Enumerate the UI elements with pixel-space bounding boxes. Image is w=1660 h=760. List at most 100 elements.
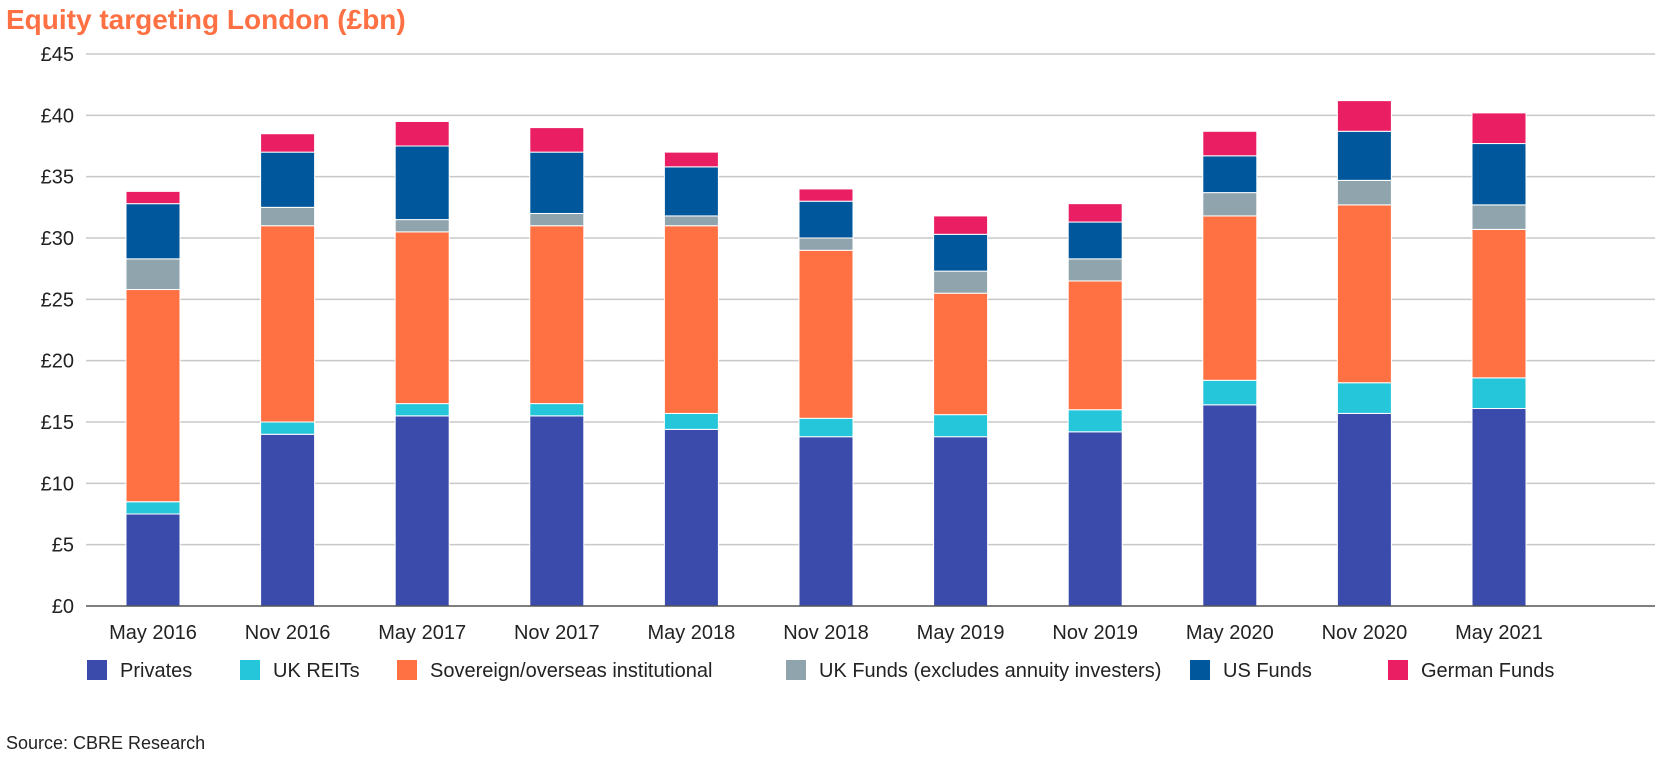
x-tick-label: May 2021 [1455,622,1543,644]
legend-label: UK REITs [273,660,360,682]
bar-segment [1336,204,1392,384]
bar-segment [1336,179,1392,206]
bar-segment [663,151,719,168]
bar-segment [933,292,989,416]
bar-segment [125,190,181,205]
bar-segment [260,151,316,208]
bar-segment [260,206,316,227]
bar-segment [529,415,585,607]
x-tick-label: May 2016 [109,622,197,644]
bar-segment [529,151,585,214]
x-tick-label: May 2020 [1186,622,1274,644]
bar-segment [260,433,316,607]
y-tick-label: £45 [41,44,74,66]
bar-segment [798,188,854,202]
bar-segment [1202,215,1258,381]
bar-segment [125,513,181,607]
bar-segment [125,258,181,291]
bar-segment [529,127,585,153]
bar-segment [125,203,181,260]
bar-segment [529,403,585,417]
bar-segment [1336,130,1392,181]
bar-segment [663,412,719,430]
bar-segment [933,270,989,294]
bar-segment [394,415,450,607]
bar-segment [394,231,450,405]
bar-segment [933,233,989,272]
legend-swatch [786,660,806,680]
gridlines [86,53,1655,546]
bar-segment [260,133,316,153]
legend-swatch [240,660,260,680]
x-tick-label: Nov 2020 [1322,622,1408,644]
y-tick-label: £25 [41,289,74,311]
bar-segment [798,237,854,251]
bar-segment [1202,379,1258,406]
bar-segment [798,436,854,607]
y-tick-label: £30 [41,228,74,250]
bar-segment [1471,112,1527,145]
bar-segment [1202,192,1258,217]
legend-label: Privates [120,660,192,682]
bar-segment [125,501,181,515]
bar-segment [1067,203,1123,223]
bar-segment [1202,130,1258,157]
bar-segment [798,417,854,438]
bar-segment [798,249,854,419]
bar-segment [394,120,450,147]
legend: Privates UK REITs Sovereign/overseas insti… [87,660,1554,682]
legend-label: UK Funds (excludes annuity investers) [819,660,1161,682]
y-tick-label: £20 [41,351,74,373]
bar-segment [663,215,719,227]
source-note: Source: CBRE Research [6,733,206,753]
bar-segment [260,225,316,423]
y-tick-label: £40 [41,105,74,127]
y-tick-label: £10 [41,473,74,495]
legend-swatch [87,660,107,680]
x-tick-label: May 2017 [378,622,466,644]
y-tick-label: £0 [52,596,74,618]
legend-swatch [1388,660,1408,680]
x-tick-label: Nov 2017 [514,622,600,644]
y-tick-label: £5 [52,535,74,557]
legend-label: Sovereign/overseas institutional [430,660,712,682]
bar-segment [1471,408,1527,607]
bar-segment [663,428,719,607]
bar-segment [260,421,316,435]
bar-segment [1067,258,1123,282]
bar-segment [1067,221,1123,260]
bar-segment [1336,100,1392,132]
bar-segment [394,219,450,233]
bar-segment [933,436,989,607]
bar-segment [933,215,989,235]
bar-segment [125,289,181,503]
bar-segment [394,403,450,417]
legend-swatch [397,660,417,680]
bars [125,100,1527,607]
bar-segment [798,200,854,239]
x-axis-ticks: May 2016 Nov 2016 May 2017 Nov 2017 May 2018… [109,622,1543,644]
bar-segment [1336,412,1392,607]
bar-segment [933,414,989,438]
x-tick-label: Nov 2019 [1052,622,1138,644]
bar-segment [1471,204,1527,230]
bar-segment [1471,143,1527,206]
bar-segment [1067,280,1123,411]
bar-segment [1202,404,1258,607]
bar-segment [529,225,585,405]
x-tick-label: May 2019 [917,622,1005,644]
bar-segment [1202,155,1258,194]
bar-segment [1471,228,1527,379]
legend-label: US Funds [1223,660,1312,682]
bar-segment [394,145,450,221]
bar-segment [1067,409,1123,433]
legend-label: German Funds [1421,660,1554,682]
y-axis-ticks: £0 £5 £10 £15 £20 £25 £30 £35 £40 £45 [41,44,74,618]
x-tick-label: May 2018 [647,622,735,644]
y-tick-label: £35 [41,167,74,189]
bar-segment [663,166,719,217]
bar-segment [529,212,585,227]
y-tick-label: £15 [41,412,74,434]
bar-segment [1471,377,1527,410]
